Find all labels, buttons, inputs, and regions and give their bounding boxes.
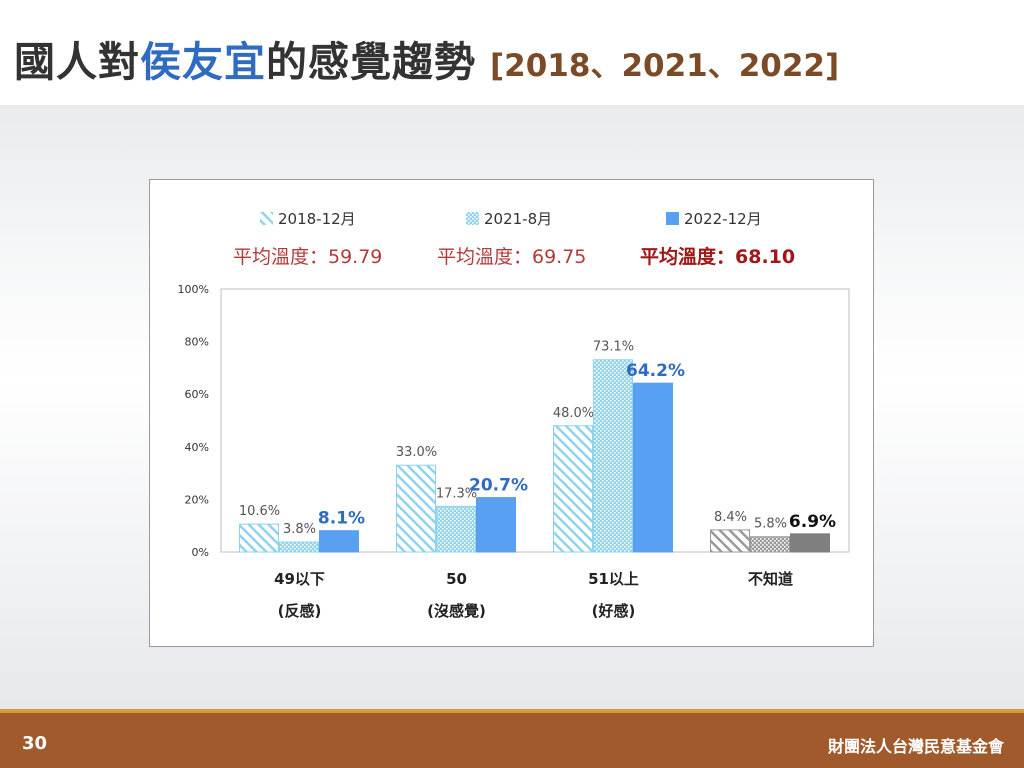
title-part2: 的感覺趨勢	[266, 38, 476, 86]
bar	[476, 497, 516, 553]
average-2021: 平均溫度：69.75	[437, 246, 587, 268]
y-tick-label: 60%	[185, 388, 209, 401]
legend-label-2021: 2021-8月	[484, 210, 553, 228]
data-label: 8.1%	[318, 509, 365, 529]
y-tick-label: 40%	[185, 441, 209, 454]
bar	[279, 541, 319, 553]
plot-area: 0% 20% 40% 60% 80% 100% 10.6%3.8%8.1% 49以下 (反感) 3…	[178, 283, 850, 620]
x-tick-label: 不知道	[748, 570, 793, 588]
title-highlight: 侯友宜	[140, 38, 266, 86]
organization-name: 財團法人台灣民意基金會	[827, 737, 1004, 756]
x-tick-sublabel: (好感)	[592, 602, 636, 620]
average-2022: 平均溫度：68.10	[640, 246, 796, 268]
footer-bar: 30 財團法人台灣民意基金會	[0, 709, 1024, 768]
x-tick-sublabel: (沒感覺)	[427, 602, 486, 620]
chart-panel: 2018-12月 2021-8月 2022-12月 平均溫度：59.79 平均溫…	[149, 179, 874, 647]
data-label: 48.0%	[553, 406, 594, 421]
data-label: 73.1%	[593, 340, 634, 355]
y-tick-label: 80%	[185, 336, 209, 349]
x-tick-label: 50	[446, 570, 467, 588]
x-tick-sublabel: (反感)	[278, 602, 322, 620]
plot-frame	[220, 288, 850, 553]
bar	[553, 425, 593, 553]
data-label: 17.3%	[436, 487, 477, 502]
bar	[436, 506, 476, 553]
data-label: 8.4%	[714, 510, 747, 525]
title-bar: 國人對侯友宜的感覺趨勢 [2018、2021、2022]	[0, 0, 1024, 105]
legend-swatch-2021	[466, 212, 479, 225]
data-label: 10.6%	[239, 504, 280, 519]
x-tick-label: 51以上	[588, 570, 639, 588]
data-label: 33.0%	[396, 445, 437, 460]
data-label: 5.8%	[754, 517, 787, 532]
bar	[239, 523, 279, 553]
bar	[396, 464, 436, 553]
legend-label-2018: 2018-12月	[278, 210, 356, 228]
bar	[633, 382, 673, 553]
legend-swatch-2018	[260, 212, 273, 225]
legend-item-2018: 2018-12月	[260, 208, 356, 229]
legend-item-2022: 2022-12月	[666, 208, 762, 229]
bar-chart: 0% 20% 40% 60% 80% 100% 10.6%3.8%8.1% 49以下 (反感) 3…	[178, 283, 850, 620]
bar	[593, 359, 633, 553]
legend-label-2022: 2022-12月	[684, 210, 762, 228]
page-number: 30	[22, 733, 48, 754]
y-tick-label: 20%	[185, 493, 209, 506]
data-label: 3.8%	[283, 522, 316, 537]
slide-title: 國人對侯友宜的感覺趨勢 [2018、2021、2022]	[14, 28, 839, 88]
data-label: 64.2%	[626, 361, 685, 381]
bar	[710, 529, 750, 553]
x-tick-label: 49以下	[274, 570, 325, 588]
bar	[319, 530, 359, 553]
y-tick-label: 0%	[192, 546, 209, 559]
bar	[750, 536, 790, 553]
average-2018: 平均溫度：59.79	[233, 246, 383, 268]
legend-item-2021: 2021-8月	[466, 208, 552, 229]
title-part1: 國人對	[14, 38, 140, 86]
data-label: 20.7%	[469, 476, 528, 496]
bar	[790, 533, 830, 553]
data-label: 6.9%	[789, 512, 836, 532]
legend-swatch-2022	[666, 212, 679, 225]
title-years: [2018、2021、2022]	[490, 48, 840, 84]
y-tick-label: 100%	[178, 283, 209, 296]
